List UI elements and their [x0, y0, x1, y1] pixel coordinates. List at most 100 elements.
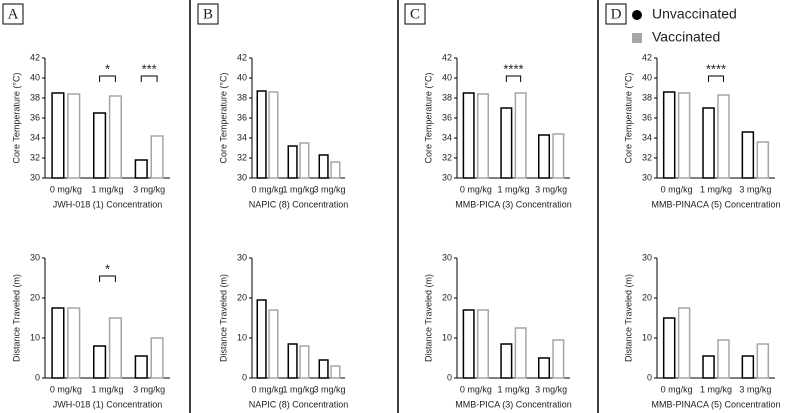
significance-bracket: [140, 75, 158, 82]
bar: [756, 343, 770, 379]
x-tick-label: 0 mg/kg: [661, 184, 693, 194]
y-tick-label: 34: [442, 132, 452, 142]
bar: [662, 317, 676, 379]
y-tick-label: 30: [237, 252, 247, 262]
panel-box: [404, 3, 426, 25]
legend-marker: [632, 10, 642, 20]
bar: [476, 93, 490, 179]
y-axis-label: Core Temperature (°C): [11, 73, 21, 164]
bar: [287, 145, 298, 179]
bar: [318, 154, 329, 179]
bar: [108, 317, 123, 379]
panel-label: A: [8, 6, 19, 22]
y-tick-label: 20: [30, 292, 40, 302]
y-axis-label: Core Temperature (°C): [218, 73, 228, 164]
y-tick-label: 0: [242, 372, 247, 382]
x-tick-label: 3 mg/kg: [535, 384, 567, 394]
significance-label: *: [105, 61, 110, 76]
y-axis-label: Core Temperature (°C): [623, 73, 633, 164]
legend-marker: [632, 33, 642, 43]
x-tick-label: 3 mg/kg: [133, 184, 165, 194]
y-tick-label: 32: [30, 152, 40, 162]
bar: [150, 337, 164, 379]
y-tick-label: 10: [237, 332, 247, 342]
x-tick-label: 3 mg/kg: [535, 184, 567, 194]
y-tick-label: 40: [442, 72, 452, 82]
x-tick-label: 0 mg/kg: [251, 384, 283, 394]
y-tick-label: 32: [237, 152, 247, 162]
bar: [677, 92, 691, 179]
y-tick-label: 36: [442, 112, 452, 122]
y-tick-label: 10: [30, 332, 40, 342]
y-tick-label: 10: [642, 332, 652, 342]
y-tick-label: 30: [237, 172, 247, 182]
x-tick-label: 1 mg/kg: [282, 384, 314, 394]
y-tick-label: 34: [642, 132, 652, 142]
bar: [514, 92, 527, 179]
bar: [476, 309, 490, 379]
significance-label: ***: [142, 61, 157, 76]
x-axis-label: MMB-PICA (3) Concentration: [455, 199, 572, 209]
x-tick-label: 0 mg/kg: [50, 384, 82, 394]
y-tick-label: 36: [237, 112, 247, 122]
x-tick-label: 3 mg/kg: [313, 184, 345, 194]
x-tick-label: 1 mg/kg: [282, 184, 314, 194]
panel-box: [2, 3, 24, 25]
y-tick-label: 30: [30, 172, 40, 182]
x-tick-label: 0 mg/kg: [460, 184, 492, 194]
y-tick-label: 30: [642, 252, 652, 262]
y-tick-label: 30: [642, 172, 652, 182]
y-tick-label: 10: [442, 332, 452, 342]
x-tick-label: 3 mg/kg: [739, 384, 771, 394]
bar: [552, 133, 565, 179]
x-tick-label: 1 mg/kg: [700, 184, 732, 194]
significance-bracket: [505, 75, 522, 82]
bar: [93, 112, 107, 179]
significance-bracket: [99, 275, 116, 282]
bar: [51, 307, 65, 379]
y-tick-label: 32: [442, 152, 452, 162]
bar: [299, 345, 310, 379]
y-tick-label: 34: [237, 132, 247, 142]
significance-label: *: [105, 261, 110, 276]
x-tick-label: 3 mg/kg: [739, 184, 771, 194]
bar: [756, 141, 770, 179]
x-tick-label: 0 mg/kg: [661, 384, 693, 394]
x-tick-label: 1 mg/kg: [91, 184, 123, 194]
significance-label: ****: [503, 61, 523, 76]
bar: [662, 91, 676, 179]
bar: [702, 355, 715, 379]
y-axis-label: Distance Traveled (m): [11, 274, 21, 362]
bar: [537, 134, 551, 179]
panel-label: D: [611, 6, 622, 22]
bar: [677, 307, 691, 379]
bar: [702, 107, 715, 179]
x-tick-label: 3 mg/kg: [133, 384, 165, 394]
y-tick-label: 20: [442, 292, 452, 302]
x-tick-label: 0 mg/kg: [50, 184, 82, 194]
bar: [256, 90, 267, 179]
y-axis-label: Distance Traveled (m): [218, 274, 228, 362]
bar: [462, 92, 475, 179]
y-tick-label: 20: [642, 292, 652, 302]
y-tick-label: 34: [30, 132, 40, 142]
bar: [500, 107, 513, 179]
y-tick-label: 40: [30, 72, 40, 82]
x-axis-label: NAPIC (8) Concentration: [249, 199, 349, 209]
legend-label: Vaccinated: [652, 29, 720, 45]
panel-box: [605, 3, 627, 25]
bar: [287, 343, 298, 379]
panel-box: [197, 3, 219, 25]
bar: [330, 365, 341, 379]
x-axis-label: MMB-PINACA (5) Concentration: [651, 399, 780, 409]
legend-label: Unvaccinated: [652, 6, 737, 22]
y-axis-label: Distance Traveled (m): [423, 274, 433, 362]
bar: [717, 339, 730, 379]
bar: [741, 355, 755, 379]
x-axis-label: JWH-018 (1) Concentration: [53, 199, 163, 209]
bar: [330, 161, 341, 179]
bar: [717, 94, 730, 179]
panel-label: B: [203, 6, 213, 22]
y-tick-label: 38: [442, 92, 452, 102]
y-tick-label: 20: [237, 292, 247, 302]
